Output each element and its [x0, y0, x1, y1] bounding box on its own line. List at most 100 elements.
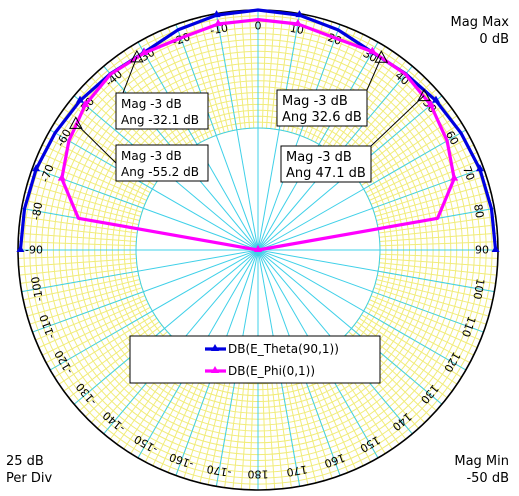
- grid-radial-fine: [19, 224, 137, 238]
- marker-mag-label: Mag -3 dB: [282, 94, 348, 109]
- grid-radial-fine: [361, 314, 462, 378]
- grid-radial-fine: [20, 266, 138, 284]
- angle-tick-label: -80: [29, 201, 45, 221]
- marker-box: [280, 145, 372, 183]
- grid-radial-fine: [240, 10, 250, 129]
- grid-radial-fine: [18, 241, 137, 247]
- marker-ang-label: Ang -32.1 dB: [121, 113, 199, 127]
- grid-radial-fine: [375, 283, 489, 317]
- grid-radial-fine: [29, 287, 143, 325]
- series-point-phi: [293, 19, 302, 27]
- angle-tick-label: 160: [323, 451, 347, 470]
- scale-unit: Per Div: [6, 471, 53, 486]
- grid-radial-fine: [58, 317, 158, 385]
- mag-max-title: Mag Max: [450, 15, 509, 30]
- marker-ang-label: Ang 47.1 dB: [286, 166, 366, 181]
- grid-radial-fine: [19, 262, 137, 276]
- grid-radial-fine: [18, 253, 137, 259]
- series-line-theta: [18, 8, 498, 251]
- grid-radial-fine: [261, 371, 267, 490]
- series-point-phi: [254, 245, 262, 252]
- series-point-theta: [16, 245, 25, 252]
- grid-radial-fine: [375, 183, 489, 217]
- angle-tick-label: 100: [470, 277, 486, 300]
- grid-radial-fine: [249, 10, 255, 129]
- grid-radial-fine: [207, 15, 234, 131]
- grid-radial-fine: [27, 283, 141, 317]
- grid-radial-fine: [370, 295, 481, 341]
- marker-triangle-icon: [417, 88, 431, 102]
- grid-radial-fine: [379, 241, 498, 247]
- grid-radial-fine: [224, 370, 242, 488]
- grid-radial-fine: [183, 365, 221, 479]
- series-point-phi: [57, 173, 66, 181]
- grid-radial-fine: [183, 21, 221, 135]
- mag-min-label: Mag Min -50 dB: [454, 453, 509, 487]
- grid-radial-fine: [199, 17, 229, 132]
- grid-radial-fine: [18, 258, 137, 268]
- legend-box: [129, 335, 381, 384]
- grid-radial-fine: [42, 144, 149, 197]
- marker-triangle-icon: [68, 116, 83, 129]
- grid-radial-fine: [224, 12, 242, 130]
- grid-radial-fine: [266, 371, 276, 490]
- angle-tick-label: 150: [358, 433, 383, 455]
- grid-radial-fine: [23, 274, 139, 301]
- angle-tick-label: 130: [418, 382, 441, 406]
- grid-radial-major: [32, 249, 259, 333]
- grid-radial-fine: [376, 279, 491, 309]
- grid-radial-fine: [191, 367, 225, 481]
- angle-tick-label: 170: [285, 462, 308, 478]
- grid-radial-fine: [376, 191, 491, 221]
- grid-radial-fine: [25, 191, 140, 221]
- angle-tick-label: -90: [25, 244, 43, 257]
- grid-radial-major: [257, 249, 495, 293]
- grid-radial-fine: [369, 299, 478, 349]
- series-point-theta: [76, 95, 85, 103]
- grid-radial-fine: [240, 371, 250, 490]
- mag-max-value: 0 dB: [479, 32, 509, 47]
- grid-radial-fine: [282, 369, 309, 485]
- grid-radial-fine: [232, 371, 246, 489]
- grid-radial-fine: [45, 136, 151, 194]
- grid-radial-fine: [332, 60, 407, 155]
- grid-radial-fine: [367, 303, 474, 356]
- grid-radial-fine: [249, 371, 255, 490]
- grid-radial-major: [257, 24, 341, 251]
- marker-triangle-icon: [374, 50, 389, 63]
- angle-tick-label: 80: [471, 203, 486, 219]
- series-curves: [16, 8, 500, 252]
- grid-radial-major: [257, 249, 484, 333]
- marker-leader: [370, 95, 425, 147]
- series-point-phi: [426, 99, 435, 107]
- grid-radial-fine: [29, 175, 143, 213]
- grid-radial-fine: [379, 232, 498, 242]
- series-point-phi: [450, 173, 459, 181]
- legend-label-phi: DB(E_Phi(0,1)): [228, 364, 315, 378]
- legend-marker-icon: [211, 344, 219, 351]
- grid-radial-major: [175, 24, 259, 251]
- series-point-phi: [214, 19, 223, 27]
- grid-radial-fine: [377, 199, 493, 226]
- series-point-theta: [475, 164, 484, 172]
- marker-ang-label: Ang -55.2 dB: [121, 165, 199, 179]
- scale-label: 25 dB Per Div: [6, 453, 52, 487]
- series-line-phi: [60, 18, 456, 252]
- grid-radial-fine: [27, 183, 141, 217]
- grid-radial-fine: [191, 19, 225, 133]
- grid-radial-fine: [379, 258, 498, 268]
- grid-radial-major: [257, 13, 301, 251]
- grid-radial-fine: [379, 253, 498, 259]
- grid-radial-fine: [373, 175, 487, 213]
- marker-triangle-icon: [130, 49, 144, 63]
- grid-radial-fine: [270, 11, 284, 129]
- series-point-phi: [81, 99, 90, 107]
- grid-radial-fine: [356, 321, 453, 392]
- marker-ang-label: Ang 32.6 dB: [282, 110, 362, 125]
- grid-radial-major: [32, 167, 259, 251]
- angle-tick-label: 0: [255, 20, 262, 33]
- grid-radial-fine: [42, 303, 149, 356]
- grid-radial-major: [215, 13, 259, 251]
- grid-radial-fine: [199, 368, 229, 483]
